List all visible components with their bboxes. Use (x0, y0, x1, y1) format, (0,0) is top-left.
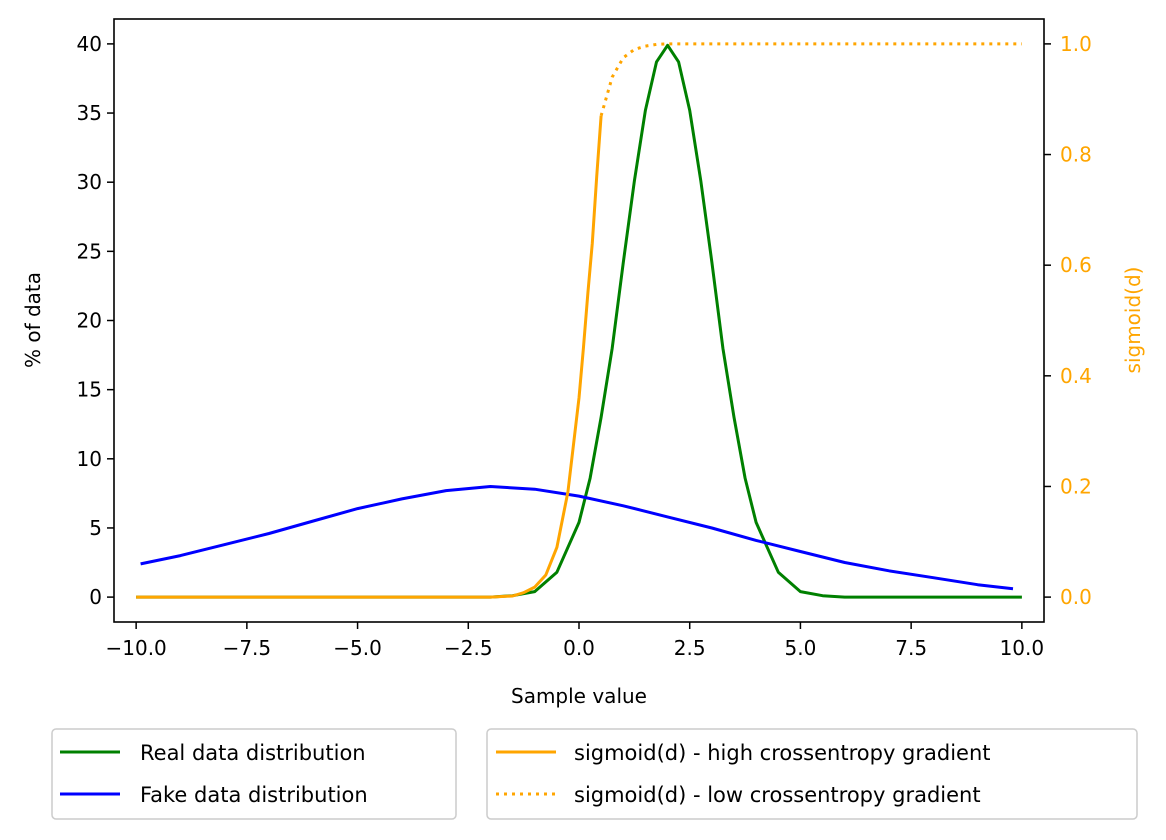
x-tick-label: 0.0 (563, 636, 595, 660)
legend-left-frame (51, 728, 457, 820)
y-tick-label: 40 (77, 32, 102, 56)
x-tick-label: 5.0 (785, 636, 817, 660)
legend-label-sigmoid-low: sigmoid(d) - low crossentropy gradient (574, 783, 981, 807)
x-axis-label: Sample value (511, 684, 647, 708)
legend-right-frame (486, 728, 1138, 820)
legend-label-real: Real data distribution (140, 741, 366, 765)
x-tick-label: −10.0 (105, 636, 166, 660)
y-tick-label: 30 (77, 170, 102, 194)
y-tick-label: 10 (77, 447, 102, 471)
x-tick-label: 10.0 (1000, 636, 1045, 660)
y-axis-left: 0 5 10 15 20 25 30 35 40 (77, 32, 114, 609)
x-tick-label: −5.0 (333, 636, 382, 660)
series-line-0 (136, 43, 1022, 599)
y-tick-label: 35 (77, 101, 102, 125)
x-tick-label: −7.5 (223, 636, 272, 660)
y-tick-label: 0 (89, 585, 102, 609)
y-tick-label: 15 (77, 378, 102, 402)
y-tick-label: 5 (89, 516, 102, 540)
plot-frame (113, 18, 1045, 623)
y-axis-right: 0.0 0.2 0.4 0.6 0.8 1.0 (1044, 32, 1092, 609)
series-line-1 (140, 485, 1014, 591)
y-right-tick-label: 0.8 (1060, 143, 1092, 167)
legend-left: Real data distribution Fake data distrib… (51, 728, 457, 820)
legend-label-fake: Fake data distribution (140, 783, 368, 807)
series-line-2 (136, 115, 603, 599)
y-right-tick-label: 1.0 (1060, 32, 1092, 56)
series-layer (136, 42, 1022, 599)
y-right-tick-label: 0.6 (1060, 253, 1092, 277)
y-right-tick-label: 0.2 (1060, 474, 1092, 498)
x-tick-label: 2.5 (674, 636, 706, 660)
x-axis: −10.0 −7.5 −5.0 −2.5 0.0 2.5 5.0 7.5 10.0 (105, 622, 1044, 660)
legend-right: sigmoid(d) - high crossentropy gradient … (486, 728, 1138, 820)
y-axis-label: % of data (21, 272, 45, 368)
y-tick-label: 25 (77, 239, 102, 263)
y-right-tick-label: 0.4 (1060, 364, 1092, 388)
legend-label-sigmoid-high: sigmoid(d) - high crossentropy gradient (574, 741, 991, 765)
series-line-3 (599, 42, 1022, 117)
x-tick-label: 7.5 (895, 636, 927, 660)
y-axis-right-label: sigmoid(d) (1121, 267, 1145, 374)
y-tick-label: 20 (77, 309, 102, 333)
y-right-tick-label: 0.0 (1060, 585, 1092, 609)
x-tick-label: −2.5 (444, 636, 493, 660)
